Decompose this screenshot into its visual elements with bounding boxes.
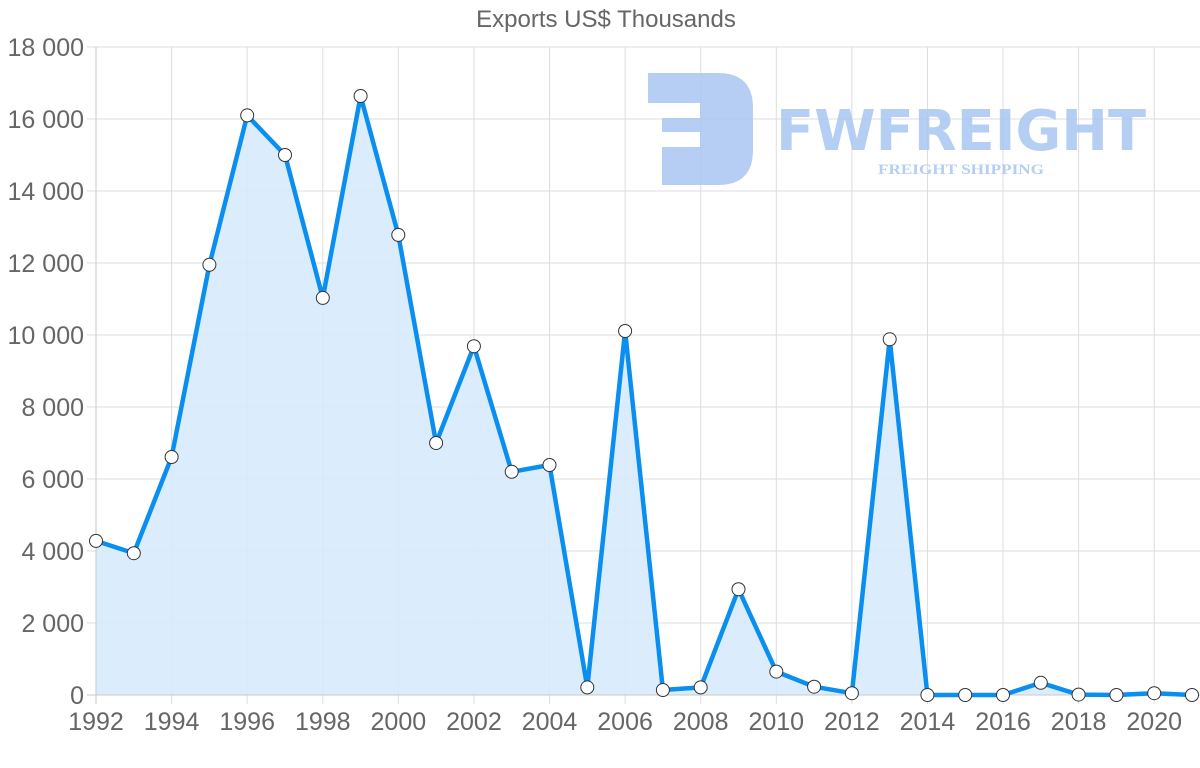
- x-axis-tick-label: 2002: [446, 708, 502, 736]
- data-point-1994[interactable]: [164, 450, 179, 464]
- data-point-2000[interactable]: [391, 227, 406, 242]
- data-point-2002[interactable]: [466, 339, 481, 354]
- data-point-2003[interactable]: [504, 464, 519, 479]
- area-fill: [96, 96, 1192, 695]
- y-axis-tick-label: 12 000: [8, 250, 84, 278]
- y-axis-tick-label: 18 000: [8, 34, 84, 62]
- data-point-2010[interactable]: [769, 664, 784, 679]
- data-point-1996[interactable]: [240, 108, 255, 123]
- x-axis-tick-label: 2010: [748, 708, 804, 736]
- x-axis-tick-label: 2008: [673, 708, 729, 736]
- data-point-2006[interactable]: [618, 324, 633, 338]
- data-point-2001[interactable]: [429, 436, 444, 450]
- watermark: FWFREIGHT FREIGHT SHIPPING: [648, 73, 1146, 185]
- watermark-brand: FWFREIGHT: [776, 99, 1146, 164]
- data-point-2011[interactable]: [807, 679, 822, 694]
- chart-title: Exports US$ Thousands: [476, 6, 736, 33]
- y-axis-tick-label: 16 000: [8, 106, 84, 134]
- data-point-2015[interactable]: [958, 688, 973, 702]
- data-point-2012[interactable]: [844, 686, 859, 701]
- data-point-1992[interactable]: [89, 533, 103, 548]
- area-fill-path: [96, 96, 1192, 695]
- x-axis-tick-label: 1996: [219, 708, 275, 736]
- data-point-1999[interactable]: [353, 89, 368, 103]
- data-point-2008[interactable]: [693, 680, 708, 695]
- x-axis-tick-label: 2004: [522, 708, 578, 736]
- data-point-2005[interactable]: [580, 680, 595, 695]
- y-axis-tick-label: 14 000: [8, 178, 84, 206]
- data-point-2020[interactable]: [1147, 686, 1162, 701]
- data-point-2021[interactable]: [1185, 688, 1199, 702]
- data-point-2007[interactable]: [655, 683, 670, 697]
- y-axis-tick-label: 6 000: [21, 466, 84, 494]
- data-point-2009[interactable]: [731, 582, 746, 597]
- data-point-1997[interactable]: [278, 148, 292, 162]
- x-axis-tick-label: 1992: [68, 708, 124, 736]
- x-axis-tick-label: 2020: [1126, 708, 1182, 736]
- watermark-tagline: FREIGHT SHIPPING: [878, 162, 1044, 178]
- x-axis-tick-label: 2016: [975, 708, 1031, 736]
- data-point-2019[interactable]: [1109, 688, 1124, 702]
- x-axis-tick-label: 2018: [1051, 708, 1107, 736]
- data-point-2013[interactable]: [882, 332, 897, 347]
- x-axis-tick-label: 1994: [144, 708, 200, 736]
- y-axis-tick-label: 10 000: [8, 322, 84, 350]
- data-point-2014[interactable]: [920, 688, 935, 702]
- x-axis-tick-label: 2000: [371, 708, 427, 736]
- data-markers: [89, 89, 1199, 702]
- y-axis-tick-label: 2 000: [21, 610, 84, 638]
- x-axis-tick-label: 2006: [597, 708, 653, 736]
- y-axis-tick-label: 0: [70, 682, 84, 710]
- x-axis-tick-label: 2014: [900, 708, 956, 736]
- data-point-2017[interactable]: [1033, 675, 1048, 690]
- fwfreight-logo-icon: [648, 73, 753, 185]
- data-point-1993[interactable]: [126, 546, 141, 561]
- data-point-1995[interactable]: [202, 257, 217, 272]
- axes: 0 2 000 4 000 6 000 8 000 10 000 12 000 14 000 1…: [8, 34, 1200, 736]
- y-axis-tick-label: 4 000: [21, 538, 84, 566]
- data-point-2004[interactable]: [542, 458, 557, 472]
- data-point-2018[interactable]: [1071, 687, 1086, 702]
- y-axis-tick-label: 8 000: [21, 394, 84, 422]
- x-axis-tick-label: 1998: [295, 708, 351, 736]
- data-point-2016[interactable]: [996, 688, 1010, 702]
- data-point-1998[interactable]: [315, 290, 330, 305]
- x-axis-tick-label: 2012: [824, 708, 880, 736]
